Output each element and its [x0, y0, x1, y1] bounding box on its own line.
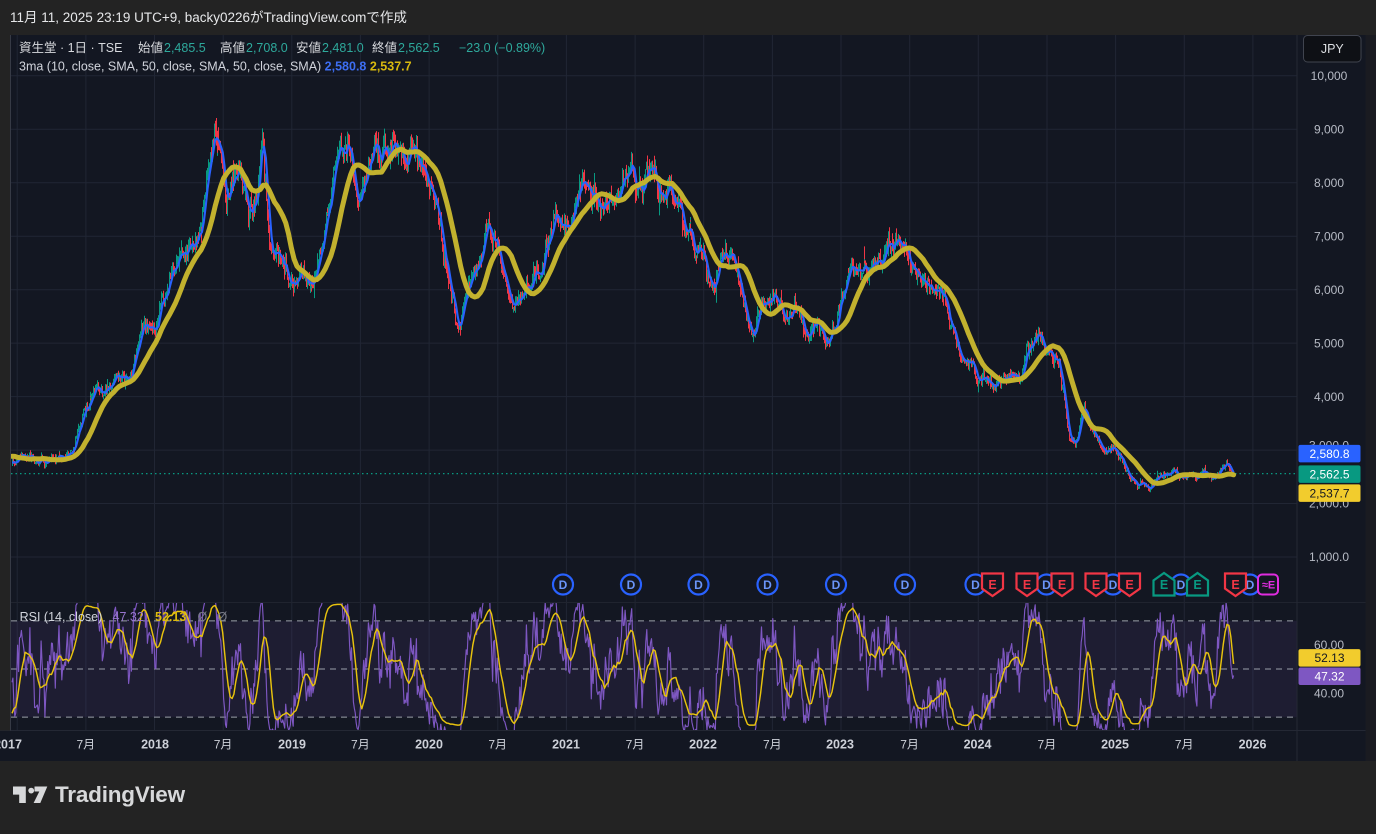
svg-text:5,000: 5,000 — [1314, 336, 1344, 350]
svg-text:E: E — [1023, 578, 1031, 592]
svg-text:2,537.7: 2,537.7 — [1309, 486, 1349, 500]
svg-text:2,580.8: 2,580.8 — [1309, 447, 1349, 461]
svg-text:E: E — [988, 578, 996, 592]
svg-text:2019: 2019 — [278, 738, 306, 752]
svg-text:52.13: 52.13 — [1314, 651, 1344, 665]
svg-text:TradingView: TradingView — [55, 782, 186, 807]
svg-text:7,000: 7,000 — [1314, 230, 1344, 244]
svg-text:E: E — [1092, 578, 1100, 592]
svg-text:2017: 2017 — [0, 738, 22, 752]
svg-text:7月: 7月 — [626, 738, 645, 752]
svg-text:2021: 2021 — [552, 738, 580, 752]
svg-text:7月: 7月 — [488, 738, 507, 752]
svg-text:7月: 7月 — [76, 738, 95, 752]
svg-text:E: E — [1231, 578, 1239, 592]
svg-text:D: D — [694, 578, 703, 592]
svg-text:7月: 7月 — [351, 738, 370, 752]
svg-text:2018: 2018 — [141, 738, 169, 752]
svg-text:E: E — [1058, 578, 1066, 592]
svg-text:D: D — [763, 578, 772, 592]
svg-text:8,000: 8,000 — [1314, 176, 1344, 190]
svg-text:≈E: ≈E — [1262, 580, 1275, 592]
svg-text:E: E — [1193, 578, 1201, 592]
svg-text:D: D — [832, 578, 841, 592]
svg-text:D: D — [1177, 578, 1186, 592]
svg-text:2026: 2026 — [1239, 738, 1267, 752]
svg-text:D: D — [971, 578, 980, 592]
svg-text:7月: 7月 — [1175, 738, 1194, 752]
svg-text:JPY: JPY — [1321, 42, 1345, 56]
svg-text:47.32: 47.32 — [1314, 670, 1344, 684]
svg-text:6,000: 6,000 — [1314, 283, 1344, 297]
svg-text:9,000: 9,000 — [1314, 123, 1344, 137]
svg-text:10,000: 10,000 — [1311, 69, 1348, 83]
svg-text:4,000: 4,000 — [1314, 390, 1344, 404]
svg-text:D: D — [1042, 578, 1051, 592]
svg-text:D: D — [1109, 578, 1118, 592]
svg-text:D: D — [559, 578, 568, 592]
svg-text:3ma (10, close, SMA, 50, close: 3ma (10, close, SMA, 50, close, SMA, 50,… — [19, 60, 412, 74]
svg-text:11月 11, 2025 23:19 UTC+9, back: 11月 11, 2025 23:19 UTC+9, backy0226がTrad… — [10, 10, 407, 25]
svg-text:1,000.0: 1,000.0 — [1309, 550, 1349, 564]
svg-text:D: D — [627, 578, 636, 592]
svg-text:D: D — [901, 578, 910, 592]
svg-text:2022: 2022 — [689, 738, 717, 752]
svg-text:7月: 7月 — [1038, 738, 1057, 752]
svg-text:2020: 2020 — [415, 738, 443, 752]
svg-text:40.00: 40.00 — [1314, 686, 1344, 700]
svg-text:2,562.5: 2,562.5 — [1309, 467, 1349, 481]
svg-text:7月: 7月 — [214, 738, 233, 752]
svg-text:E: E — [1125, 578, 1133, 592]
svg-text:7月: 7月 — [763, 738, 782, 752]
svg-text:2023: 2023 — [826, 738, 854, 752]
svg-text:2025: 2025 — [1101, 738, 1129, 752]
svg-text:E: E — [1160, 578, 1168, 592]
svg-text:2024: 2024 — [964, 738, 992, 752]
svg-text:7月: 7月 — [900, 738, 919, 752]
